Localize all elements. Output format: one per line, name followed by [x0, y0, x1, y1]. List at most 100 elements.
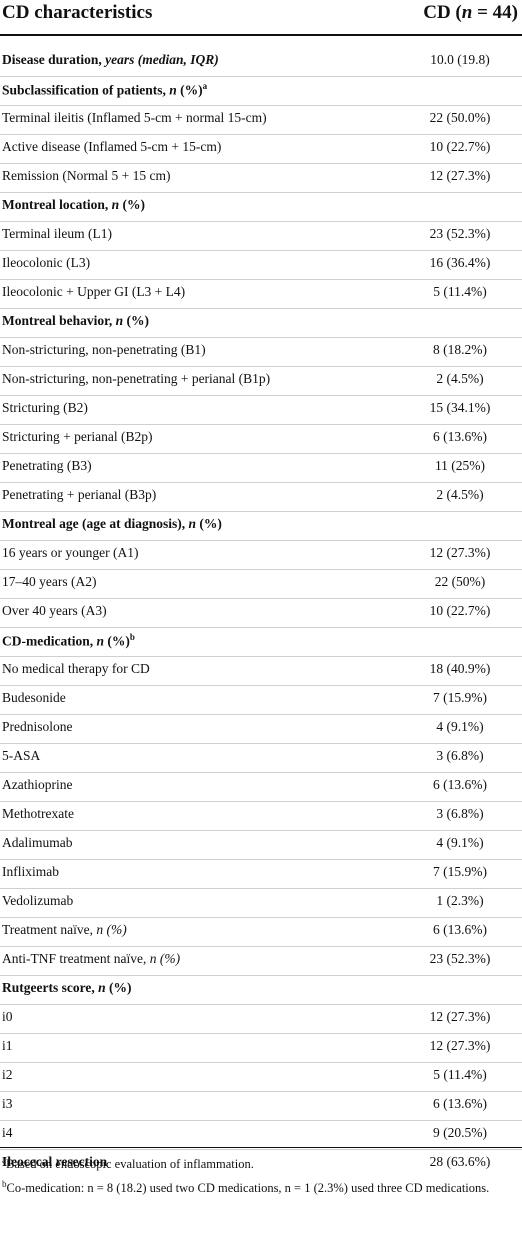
- row-label: Penetrating (B3): [2, 458, 92, 474]
- row-label: Stricturing (B2): [2, 400, 88, 416]
- table-row: i2 5 (11.4%): [0, 1063, 522, 1092]
- row-value: 22 (50%): [434, 574, 486, 589]
- row-value: 23 (52.3%): [429, 951, 491, 966]
- row-value: 7 (15.9%): [433, 864, 487, 879]
- row-label-n: n: [115, 313, 124, 328]
- row-label-n: n: [188, 516, 196, 531]
- table-row: Montreal location, n (%): [0, 193, 522, 222]
- row-label: Stricturing + perianal (B2p): [2, 429, 152, 445]
- row-value: 11 (25%): [434, 458, 486, 473]
- row-label: Anti-TNF treatment naïve, n (%): [2, 951, 180, 967]
- table-row: 16 years or younger (A1) 12 (27.3%): [0, 541, 522, 570]
- row-value: 18 (40.9%): [429, 661, 491, 676]
- row-value: 12 (27.3%): [429, 1038, 491, 1053]
- row-value: 12 (27.3%): [429, 168, 491, 183]
- row-value: 5 (11.4%): [433, 1067, 487, 1082]
- row-label-text: Remission (Normal 5 + 15 cm): [2, 168, 171, 183]
- row-label: Montreal location, n (%): [2, 197, 145, 213]
- row-label-suffix: (%): [119, 197, 146, 212]
- footnote-a-text: Based on endoscopic evaluation of inflam…: [6, 1157, 254, 1172]
- row-label: 16 years or younger (A1): [2, 545, 138, 561]
- row-value: 6 (13.6%): [433, 922, 487, 937]
- table-row: Penetrating (B3) 11 (25%): [0, 454, 522, 483]
- row-value: 6 (13.6%): [433, 777, 487, 792]
- row-label: Penetrating + perianal (B3p): [2, 487, 156, 503]
- row-label-text: Ileocolonic + Upper GI (L3 + L4): [2, 284, 186, 299]
- row-label-text: Montreal behavior,: [2, 313, 116, 328]
- row-value: 8 (18.2%): [433, 342, 487, 357]
- row-label-text: Ileocecal resection: [2, 1154, 108, 1169]
- row-value: 15 (34.1%): [429, 400, 491, 415]
- row-label-text: i4: [2, 1125, 13, 1140]
- row-label-text: Stricturing + perianal (B2p): [2, 429, 153, 444]
- row-label-text: Ileocolonic (L3): [2, 255, 91, 270]
- row-value: 9 (20.5%): [433, 1125, 487, 1140]
- row-value: 12 (27.3%): [429, 1009, 491, 1024]
- table-row: Non-stricturing, non-penetrating (B1) 8 (…: [0, 338, 522, 367]
- row-label-italic: years (median, IQR): [105, 52, 219, 67]
- table-row: CD-medication, n (%)b: [0, 628, 522, 657]
- row-label: Prednisolone: [2, 719, 73, 735]
- header-cd-count: CD (n = 44): [423, 2, 518, 24]
- row-label: Montreal behavior, n (%): [2, 313, 149, 329]
- row-label-suffix: (%): [123, 313, 150, 328]
- row-label-text: Disease duration,: [2, 52, 106, 67]
- table-row: Subclassification of patients, n (%)a: [0, 77, 522, 106]
- row-label-text: i3: [2, 1096, 13, 1111]
- row-label-n: n: [98, 980, 106, 995]
- row-value: 7 (15.9%): [433, 690, 487, 705]
- table-row: Ileocolonic + Upper GI (L3 + L4) 5 (11.4%…: [0, 280, 522, 309]
- row-label-text: Azathioprine: [2, 777, 73, 792]
- row-value: 5 (11.4%): [433, 284, 487, 299]
- table-row: Over 40 years (A3) 10 (22.7%): [0, 599, 522, 628]
- row-label: Non-stricturing, non-penetrating (B1): [2, 342, 206, 358]
- row-label: Vedolizumab: [2, 893, 73, 909]
- footnote-b-marker: b: [2, 1179, 7, 1190]
- row-label-text: Non-stricturing, non-penetrating (B1): [2, 342, 206, 357]
- row-label-suffix: (%): [176, 82, 203, 98]
- row-label: Azathioprine: [2, 777, 72, 793]
- row-label: Terminal ileitis (Inflamed 5-cm + normal…: [2, 110, 267, 126]
- row-label: Disease duration, years (median, IQR): [2, 52, 219, 68]
- row-value: 2 (4.5%): [436, 487, 484, 502]
- row-label-text: Montreal age (age at diagnosis),: [2, 516, 189, 531]
- row-label: i0: [2, 1009, 13, 1025]
- row-label: Ileocolonic (L3): [2, 255, 90, 271]
- header-rule: [0, 34, 522, 36]
- row-value: 2 (4.5%): [436, 371, 484, 386]
- table-row: No medical therapy for CD 18 (40.9%): [0, 657, 522, 686]
- table-body: Disease duration, years (median, IQR) 10.…: [0, 48, 522, 1179]
- row-label-text: Stricturing (B2): [2, 400, 88, 415]
- header-characteristics: CD characteristics: [2, 2, 153, 23]
- row-value: 10 (22.7%): [429, 139, 491, 154]
- row-value: 4 (9.1%): [436, 835, 484, 850]
- table-row: Penetrating + perianal (B3p) 2 (4.5%): [0, 483, 522, 512]
- row-value: 1 (2.3%): [436, 893, 484, 908]
- row-label: Infliximab: [2, 864, 59, 880]
- row-label-n: n: [111, 197, 120, 212]
- row-label-text: Rutgeerts score,: [2, 980, 99, 995]
- row-footnote-marker: b: [129, 632, 135, 642]
- row-label: Ileocecal resection: [2, 1154, 107, 1170]
- row-label-text: Over 40 years (A3): [2, 603, 107, 618]
- table-row: i0 12 (27.3%): [0, 1005, 522, 1034]
- row-label: Over 40 years (A3): [2, 603, 107, 619]
- row-label-suffix: (%): [196, 516, 222, 531]
- footnote-a: aBased on endoscopic evaluation of infla…: [2, 1152, 520, 1173]
- row-value: 12 (27.3%): [429, 545, 491, 560]
- row-label-n: n: [169, 82, 177, 98]
- table-row: i1 12 (27.3%): [0, 1034, 522, 1063]
- table-row: Disease duration, years (median, IQR) 10.…: [0, 48, 522, 77]
- row-label: Active disease (Inflamed 5-cm + 15-cm): [2, 139, 221, 155]
- row-footnote-marker: a: [202, 81, 208, 91]
- row-label: Subclassification of patients, n (%)a: [2, 81, 207, 99]
- table-row: Ileocecal resection 28 (63.6%): [0, 1150, 522, 1179]
- row-value: 6 (13.6%): [433, 1096, 487, 1111]
- row-label: Rutgeerts score, n (%): [2, 980, 131, 996]
- row-label: Ileocolonic + Upper GI (L3 + L4): [2, 284, 185, 300]
- row-label-text: No medical therapy for CD: [2, 661, 150, 676]
- table-row: Rutgeerts score, n (%): [0, 976, 522, 1005]
- table-row: Treatment naïve, n (%) 6 (13.6%): [0, 918, 522, 947]
- table-row: Budesonide 7 (15.9%): [0, 686, 522, 715]
